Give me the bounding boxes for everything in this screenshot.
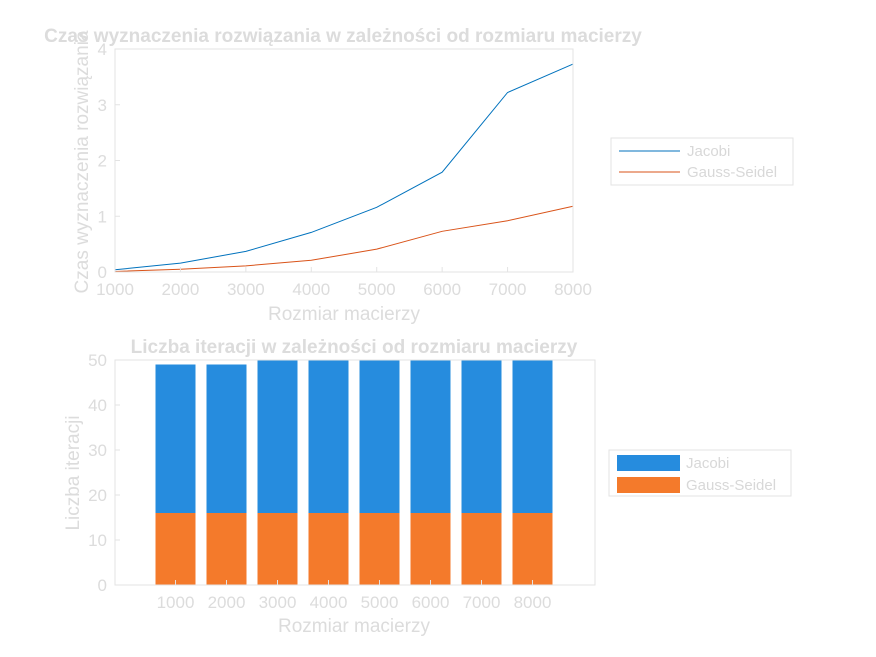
line-axes-frame bbox=[114, 48, 574, 273]
bar-x-tick-label: 3000 bbox=[259, 593, 297, 612]
line-x-tick-label: 1000 bbox=[96, 280, 134, 299]
line-x-ticks: 1000 2000 3000 4000 5000 6000 7000 8000 bbox=[96, 267, 592, 299]
bar-gauss-seidel-5000 bbox=[359, 513, 400, 585]
line-x-axis-label: Rozmiar macierzy bbox=[268, 304, 421, 325]
legend-gauss-seidel-label: Gauss-Seidel bbox=[687, 164, 777, 181]
bar-y-ticks: 0 10 20 30 40 50 bbox=[88, 351, 120, 595]
bar-gauss-seidel-3000 bbox=[257, 513, 298, 585]
bar-x-tick-label: 8000 bbox=[514, 593, 552, 612]
bar-x-ticks: 1000 2000 3000 4000 5000 6000 7000 8000 bbox=[157, 580, 552, 612]
bar-chart-title: Liczba iteracji w zależności od rozmiaru… bbox=[131, 337, 578, 358]
bar-x-tick-label: 7000 bbox=[463, 593, 501, 612]
bar-y-tick-label: 40 bbox=[88, 396, 107, 415]
bar-plot-area bbox=[155, 360, 553, 585]
line-chart-title: Czas wyznaczenia rozwiązania w zależnośc… bbox=[44, 26, 642, 47]
bar-y-tick-label: 30 bbox=[88, 441, 107, 460]
line-x-tick-label: 6000 bbox=[423, 280, 461, 299]
legend-gauss-seidel-bar-swatch bbox=[617, 477, 680, 493]
bar-gauss-seidel-1000 bbox=[155, 513, 196, 585]
line-legend[interactable]: Jacobi Gauss-Seidel bbox=[610, 137, 794, 186]
line-plot-area bbox=[114, 63, 574, 272]
bar-y-tick-label: 50 bbox=[88, 351, 107, 370]
line-series-gauss-seidel bbox=[114, 205, 574, 272]
line-series-jacobi bbox=[114, 63, 574, 271]
bar-y-tick-label: 10 bbox=[88, 531, 107, 550]
bar-legend-gauss-seidel-label: Gauss-Seidel bbox=[686, 477, 776, 494]
bar-gauss-seidel-8000 bbox=[512, 513, 553, 585]
line-x-tick-label: 4000 bbox=[292, 280, 330, 299]
bar-gauss-seidel-7000 bbox=[461, 513, 502, 585]
bar-gauss-seidel-6000 bbox=[410, 513, 451, 585]
bar-x-tick-label: 6000 bbox=[412, 593, 450, 612]
bar-x-tick-label: 2000 bbox=[208, 593, 246, 612]
line-chart: Czas wyznaczenia rozwiązania w zależnośc… bbox=[44, 26, 794, 325]
bar-x-axis-label: Rozmiar macierzy bbox=[278, 616, 431, 637]
line-x-tick-label: 8000 bbox=[554, 280, 592, 299]
bar-y-axis-label: Liczba iteracji bbox=[63, 415, 84, 530]
line-y-tick-label: 1 bbox=[98, 207, 107, 226]
bar-legend[interactable]: Jacobi Gauss-Seidel bbox=[608, 449, 792, 497]
bar-x-tick-label: 1000 bbox=[157, 593, 195, 612]
bar-gauss-seidel-4000 bbox=[308, 513, 349, 585]
bar-axes-frame bbox=[114, 359, 596, 586]
line-x-tick-label: 2000 bbox=[162, 280, 200, 299]
bar-y-tick-label: 0 bbox=[98, 576, 107, 595]
legend-jacobi-label: Jacobi bbox=[687, 143, 730, 160]
line-y-ticks: 0 1 2 3 4 bbox=[98, 40, 120, 282]
line-x-tick-label: 7000 bbox=[489, 280, 527, 299]
line-y-tick-label: 0 bbox=[98, 263, 107, 282]
line-x-tick-label: 5000 bbox=[358, 280, 396, 299]
bar-x-tick-label: 5000 bbox=[361, 593, 399, 612]
line-x-tick-label: 3000 bbox=[227, 280, 265, 299]
line-y-tick-label: 2 bbox=[98, 152, 107, 171]
line-y-tick-label: 4 bbox=[98, 40, 107, 59]
bar-legend-jacobi-label: Jacobi bbox=[686, 455, 729, 472]
line-y-tick-label: 3 bbox=[98, 96, 107, 115]
legend-jacobi-bar-swatch bbox=[617, 455, 680, 471]
bar-x-tick-label: 4000 bbox=[310, 593, 348, 612]
bar-gauss-seidel-2000 bbox=[206, 513, 247, 585]
line-legend-box bbox=[610, 137, 794, 186]
line-y-axis-label: Czas wyznaczenia rozwiązania bbox=[72, 30, 93, 293]
bar-chart: Liczba iteracji w zależności od rozmiaru… bbox=[63, 337, 792, 637]
bar-y-tick-label: 20 bbox=[88, 486, 107, 505]
